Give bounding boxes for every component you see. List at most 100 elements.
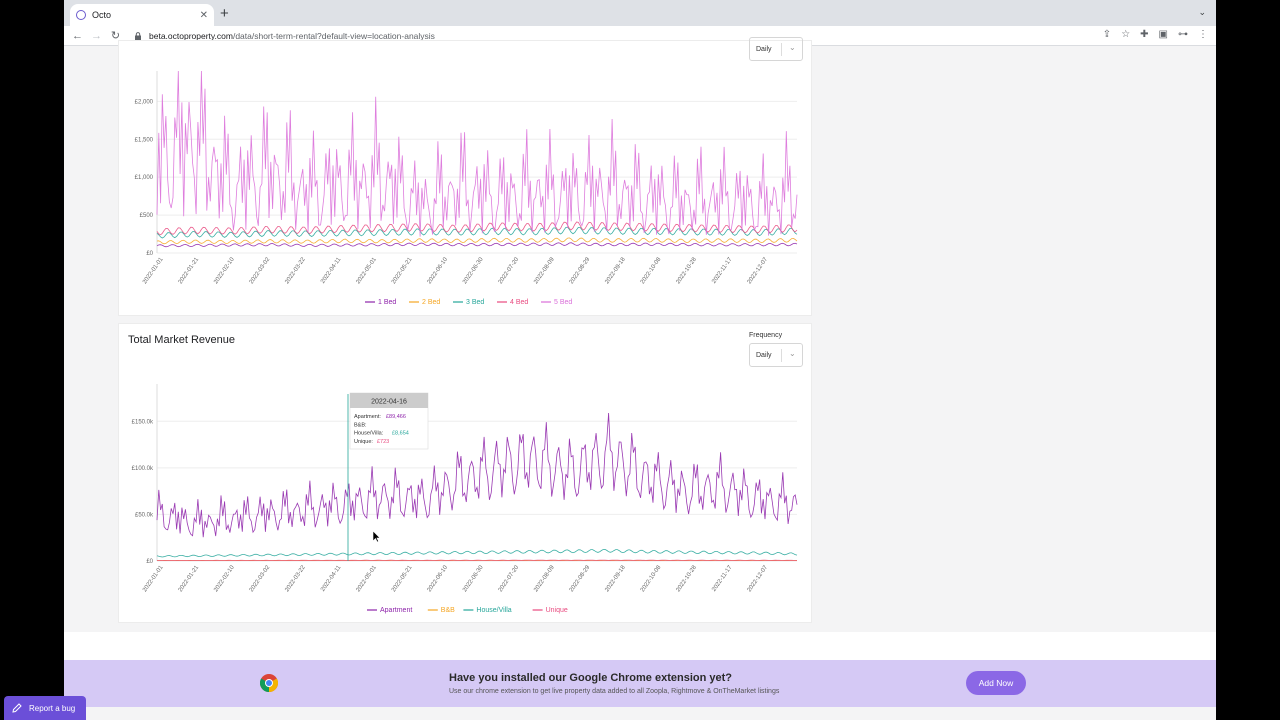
legend-item: House/Villa	[476, 607, 511, 614]
tab-title: Octo	[92, 10, 112, 20]
address-bar[interactable]: beta.octoproperty.com/data/short-term-re…	[134, 28, 1134, 44]
x-tick-label: 2022-12-07	[747, 256, 770, 285]
profile-icon[interactable]: ⊶	[1178, 29, 1188, 40]
x-tick-label: 2022-06-10	[427, 564, 450, 593]
legend-item: 4 Bed	[510, 299, 528, 306]
frequency-select[interactable]: Daily ⌄	[749, 343, 803, 367]
total-market-revenue-card: Total Market Revenue Frequency Daily ⌄ £…	[118, 323, 812, 623]
series-line-4-bed	[156, 221, 798, 236]
reload-icon[interactable]: ↻	[110, 30, 121, 42]
tooltip-row-label: B&B:	[354, 422, 367, 428]
bookmark-star-icon[interactable]: ☆	[1121, 29, 1131, 40]
lock-icon	[135, 32, 141, 40]
x-tick-label: 2022-08-09	[533, 256, 556, 285]
x-tick-label: 2022-03-02	[249, 256, 272, 285]
octo-favicon-icon	[76, 10, 86, 20]
legend-item: 1 Bed	[378, 299, 396, 306]
x-tick-label: 2022-08-09	[533, 564, 556, 593]
y-tick-label: £1,500	[135, 137, 154, 143]
y-tick-label: £1,000	[135, 175, 154, 181]
legend-item: Apartment	[380, 607, 412, 614]
browser-window: Octo ✕ + ⌄ ← → ↻ beta.octoproperty.com/d…	[64, 0, 1216, 720]
url-path: /data/short-term-rental?default-view=loc…	[232, 31, 435, 41]
x-tick-label: 2022-10-28	[675, 564, 698, 593]
x-tick-label: 2022-01-21	[178, 256, 201, 285]
tooltip-row-label: Unique:	[354, 439, 373, 445]
pencil-icon	[12, 703, 22, 713]
add-now-button[interactable]: Add Now	[966, 671, 1026, 695]
x-tick-label: 2022-06-30	[462, 564, 485, 593]
x-tick-label: 2022-01-21	[178, 564, 201, 593]
tab-search-chevron-icon[interactable]: ⌄	[1198, 7, 1206, 17]
y-tick-label: £150.0k	[132, 419, 154, 425]
y-tick-label: £50.0k	[135, 512, 154, 518]
x-tick-label: 2022-10-08	[640, 564, 663, 593]
new-tab-icon[interactable]: +	[220, 5, 229, 22]
url-host: beta.octoproperty.com	[149, 31, 233, 41]
x-tick-label: 2022-07-20	[498, 564, 521, 593]
y-tick-label: £100.0k	[132, 466, 154, 472]
legend-item: 5 Bed	[554, 299, 572, 306]
x-tick-label: 2022-12-07	[747, 564, 770, 593]
x-tick-label: 2022-08-29	[569, 256, 592, 285]
x-tick-label: 2022-03-22	[284, 256, 307, 285]
series-line-apartment	[156, 412, 798, 538]
banner-title: Have you installed our Google Chrome ext…	[449, 672, 733, 684]
x-tick-label: 2022-06-10	[427, 256, 450, 285]
tooltip-row-label: House/Villa:	[354, 431, 384, 437]
side-panel-icon[interactable]: ▣	[1158, 29, 1168, 40]
tooltip-row-label: Apartment:	[354, 414, 381, 420]
legend-item: 3 Bed	[466, 299, 484, 306]
y-tick-label: £0	[146, 559, 153, 565]
x-tick-label: 2022-01-01	[142, 564, 165, 593]
share-icon[interactable]: ⇪	[1102, 29, 1112, 40]
extensions-puzzle-icon[interactable]: ✚	[1140, 29, 1149, 40]
forward-icon[interactable]: →	[91, 29, 102, 42]
more-menu-icon[interactable]: ⋮	[1198, 29, 1208, 40]
x-tick-label: 2022-11-17	[711, 256, 734, 285]
bedroom-revenue-chart: £0 £500 £1,000 £1,500 £2,000 2022-01-01 2022-0…	[135, 70, 798, 306]
x-tick-label: 2022-11-17	[711, 564, 734, 593]
series-line-3-bed	[156, 226, 798, 239]
chrome-logo-icon	[260, 674, 278, 692]
x-tick-label: 2022-04-11	[320, 256, 343, 285]
x-tick-label: 2022-08-29	[569, 564, 592, 593]
report-bug-label: Report a bug	[29, 703, 76, 713]
x-tick-label: 2022-05-01	[355, 256, 378, 285]
frequency-value: Daily	[756, 45, 772, 53]
mouse-cursor-icon	[373, 531, 381, 543]
frequency-select[interactable]: Daily ⌄	[749, 37, 803, 61]
x-tick-label: 2022-10-28	[675, 256, 698, 285]
x-tick-label: 2022-07-20	[498, 256, 521, 285]
series-line-5-bed	[156, 70, 798, 237]
x-tick-label: 2022-05-21	[391, 256, 414, 285]
y-tick-label: £500	[140, 213, 154, 219]
series-line-2-bed	[156, 237, 798, 245]
legend-item: 2 Bed	[422, 299, 440, 306]
tooltip-date: 2022-04-16	[371, 399, 407, 406]
banner-subtitle: Use our chrome extension to get live pro…	[449, 688, 780, 695]
tooltip-row-value: £723	[377, 439, 389, 445]
frequency-label: Frequency	[749, 332, 783, 339]
page-footer	[64, 632, 1216, 660]
report-bug-button[interactable]: Report a bug	[4, 696, 86, 720]
back-icon[interactable]: ←	[72, 29, 83, 42]
x-tick-label: 2022-02-10	[213, 256, 236, 285]
tab-bar: Octo ✕ + ⌄	[64, 0, 1216, 26]
x-tick-label: 2022-01-01	[142, 256, 165, 285]
frequency-value: Daily	[756, 351, 772, 359]
x-tick-label: 2022-06-30	[462, 256, 485, 285]
x-tick-label: 2022-04-11	[320, 564, 343, 593]
x-tick-label: 2022-03-02	[249, 564, 272, 593]
tooltip-header	[350, 393, 428, 408]
y-tick-label: £2,000	[135, 99, 154, 105]
browser-tab[interactable]: Octo ✕	[70, 4, 214, 26]
x-tick-label: 2022-05-21	[391, 564, 414, 593]
close-tab-icon[interactable]: ✕	[199, 9, 208, 21]
legend-item: B&B	[441, 607, 455, 614]
x-tick-label: 2022-02-10	[213, 564, 236, 593]
chevron-down-icon: ⌄	[789, 43, 796, 52]
series-line-house-villa	[156, 548, 798, 558]
tooltip-row-value: £8,654	[392, 431, 409, 437]
tooltip-row-value: £89,466	[386, 414, 406, 420]
